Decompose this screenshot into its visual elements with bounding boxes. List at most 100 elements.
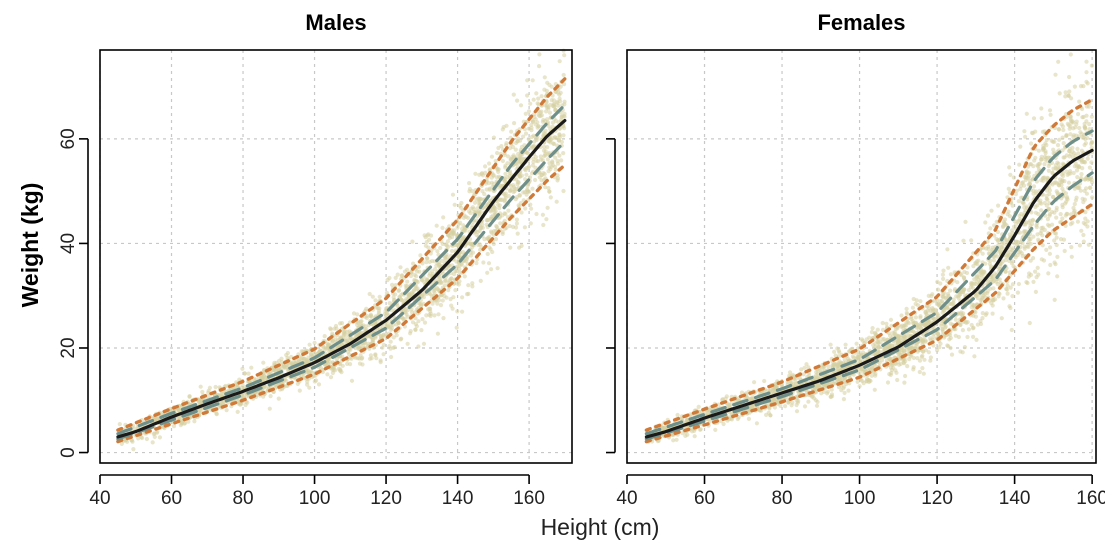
data-point	[1030, 177, 1035, 182]
data-point	[975, 274, 980, 279]
data-point	[928, 355, 934, 360]
data-point	[368, 353, 373, 358]
data-point	[1055, 143, 1061, 148]
data-point	[839, 388, 844, 393]
data-point	[410, 239, 415, 244]
data-point	[888, 317, 894, 322]
data-point	[1068, 132, 1073, 137]
data-point	[533, 177, 538, 183]
data-point	[333, 337, 338, 342]
data-point	[855, 379, 860, 384]
data-point	[561, 188, 566, 194]
data-point	[945, 247, 950, 252]
data-point	[1036, 237, 1041, 242]
data-point	[1027, 162, 1032, 167]
data-point	[136, 436, 141, 441]
data-point	[1066, 93, 1071, 98]
data-point	[911, 296, 916, 302]
data-point	[461, 228, 467, 233]
data-point	[312, 340, 317, 345]
data-point	[534, 91, 539, 96]
data-point	[846, 356, 851, 361]
data-point	[395, 303, 400, 308]
data-point	[323, 346, 328, 351]
data-point	[980, 316, 985, 321]
y-axis-label: Weight (kg)	[17, 183, 43, 308]
data-point	[427, 237, 432, 242]
data-point	[1010, 228, 1015, 233]
data-point	[522, 225, 528, 230]
data-point	[979, 297, 984, 302]
data-point	[521, 134, 526, 139]
data-point	[529, 206, 534, 211]
data-point	[517, 245, 522, 250]
data-point	[525, 184, 530, 189]
data-point	[928, 358, 933, 363]
data-point	[514, 221, 520, 226]
data-point	[443, 255, 448, 261]
data-point	[297, 388, 302, 393]
data-point	[295, 381, 300, 386]
data-point	[435, 249, 440, 254]
data-point	[557, 59, 562, 64]
data-point	[1022, 129, 1027, 134]
data-point	[385, 277, 390, 283]
data-point	[488, 247, 493, 252]
data-point	[530, 186, 535, 191]
data-point	[1010, 282, 1016, 287]
data-point	[1036, 167, 1041, 172]
data-point	[392, 345, 397, 350]
data-point	[539, 109, 544, 114]
data-point	[991, 286, 996, 291]
data-point	[1007, 165, 1012, 170]
data-point	[899, 313, 904, 318]
data-point	[920, 353, 925, 358]
data-point	[1052, 297, 1057, 302]
data-point	[1066, 123, 1071, 128]
data-point	[448, 297, 453, 302]
data-point	[1045, 217, 1050, 222]
data-point	[814, 403, 820, 408]
data-point	[904, 312, 910, 317]
data-point	[1035, 265, 1040, 270]
data-point	[261, 360, 266, 365]
data-point	[1031, 164, 1036, 169]
data-point	[949, 352, 955, 357]
data-point	[213, 384, 218, 390]
data-point	[536, 96, 541, 101]
data-point	[531, 159, 536, 165]
data-point	[961, 238, 966, 243]
data-point	[154, 416, 160, 421]
data-point	[966, 327, 972, 332]
data-point	[723, 396, 728, 401]
data-point	[305, 382, 310, 387]
data-point	[904, 306, 909, 311]
data-point	[481, 260, 486, 265]
data-point	[1086, 242, 1091, 247]
data-point	[246, 371, 251, 376]
data-point	[402, 269, 408, 274]
data-point	[987, 261, 992, 266]
data-point	[207, 385, 212, 390]
data-point	[206, 390, 211, 395]
data-point	[895, 377, 900, 383]
y-tick-label: 20	[58, 337, 79, 358]
data-point	[1048, 262, 1053, 268]
data-point	[1007, 232, 1012, 237]
data-point	[206, 394, 211, 399]
data-point	[552, 141, 557, 147]
data-point	[1052, 231, 1057, 236]
data-point	[794, 409, 800, 414]
data-point	[1016, 281, 1022, 287]
data-point	[438, 303, 444, 308]
data-point	[1063, 94, 1068, 99]
data-point	[937, 345, 942, 350]
data-point	[988, 286, 993, 291]
data-point	[875, 327, 880, 332]
data-point	[409, 310, 415, 315]
data-point	[498, 183, 503, 188]
data-point	[963, 219, 968, 224]
data-point	[830, 394, 835, 399]
data-point	[470, 284, 475, 289]
data-point	[1064, 211, 1069, 216]
